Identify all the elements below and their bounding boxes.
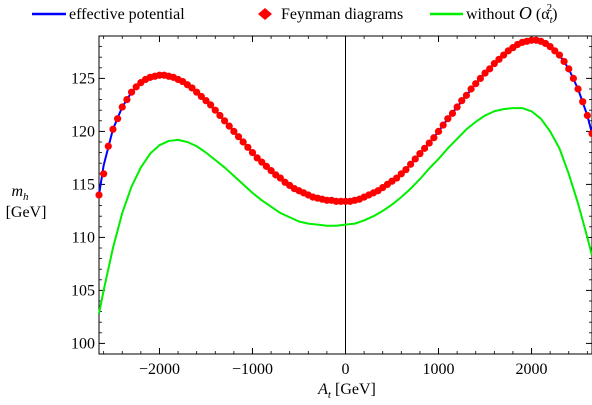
data-point — [188, 84, 196, 92]
x-axis-title: At [GeV] — [317, 381, 376, 401]
data-point — [430, 134, 438, 142]
data-point — [197, 92, 205, 101]
data-point — [253, 154, 261, 162]
legend: effective potential Feynman diagrams wit… — [32, 2, 558, 26]
data-point — [262, 162, 271, 170]
data-point — [95, 191, 103, 199]
y-tick-label: 110 — [72, 229, 95, 246]
legend-swatch-feynman-diagrams — [258, 8, 272, 20]
data-point — [490, 59, 498, 68]
data-point — [207, 101, 215, 109]
data-point — [114, 115, 122, 123]
axis-ticks: −2000 −1000 0 1000 2000 100 105 110 115 120 125 — [71, 36, 592, 378]
data-point — [439, 121, 447, 129]
data-point — [588, 129, 592, 138]
data-point — [393, 174, 401, 182]
data-point — [132, 83, 140, 91]
data-point — [444, 115, 452, 123]
y-tick-label: 100 — [71, 335, 95, 352]
data-point — [100, 170, 108, 178]
data-point — [104, 142, 112, 150]
series-layer — [95, 36, 592, 314]
data-point — [123, 96, 131, 104]
data-point — [258, 158, 266, 166]
series-line-2 — [98, 107, 592, 314]
data-point — [407, 160, 415, 168]
y-axis-title: mh — [11, 183, 29, 203]
data-point — [234, 133, 243, 141]
y-tick-label: 105 — [71, 282, 95, 299]
data-point — [583, 111, 591, 120]
data-point — [448, 109, 457, 117]
y-axis-unit: [GeV] — [6, 204, 47, 221]
y-tick-label: 125 — [71, 70, 95, 87]
data-point — [225, 122, 233, 130]
data-point — [416, 150, 424, 158]
data-point — [220, 117, 229, 125]
legend-label-effective-potential: effective potential — [69, 6, 185, 23]
x-tick-label: 0 — [342, 361, 350, 378]
y-tick-label: 115 — [72, 176, 95, 193]
data-point — [425, 139, 433, 147]
y-tick-label: 120 — [71, 123, 95, 140]
data-point — [486, 65, 494, 73]
data-point — [546, 43, 554, 51]
data-point — [267, 167, 275, 175]
data-point — [397, 170, 405, 178]
data-point — [118, 103, 126, 111]
data-point — [565, 65, 573, 73]
x-tick-label: 2000 — [516, 361, 548, 378]
data-point — [402, 165, 410, 174]
legend-label-feynman-diagrams: Feynman diagrams — [281, 6, 403, 23]
data-point — [555, 51, 564, 59]
data-point — [569, 74, 578, 82]
data-point — [476, 74, 484, 82]
data-point — [560, 57, 568, 66]
data-point — [248, 149, 257, 157]
x-tick-label: −2000 — [139, 361, 180, 378]
data-point — [458, 97, 466, 105]
data-point — [462, 91, 471, 99]
data-point — [453, 103, 461, 111]
data-point — [500, 51, 508, 59]
data-point — [467, 85, 475, 93]
x-tick-label: 1000 — [423, 361, 455, 378]
data-point — [551, 47, 559, 55]
data-point — [127, 88, 136, 96]
data-point — [574, 85, 582, 93]
data-point — [216, 111, 224, 120]
data-point — [230, 127, 238, 135]
data-point — [244, 143, 252, 151]
data-point — [420, 144, 429, 152]
data-point — [109, 125, 117, 133]
data-point — [239, 138, 247, 146]
data-point — [193, 88, 201, 96]
legend-label-without-alpha: without O (αt2) — [466, 2, 558, 26]
data-point — [434, 127, 443, 135]
data-point — [276, 174, 284, 182]
data-point — [211, 106, 219, 114]
data-point — [202, 97, 210, 105]
data-point — [472, 80, 480, 88]
data-point — [579, 98, 587, 106]
x-tick-label: −1000 — [232, 361, 273, 378]
data-point — [411, 155, 419, 163]
data-point — [481, 69, 489, 77]
data-point — [495, 55, 503, 63]
